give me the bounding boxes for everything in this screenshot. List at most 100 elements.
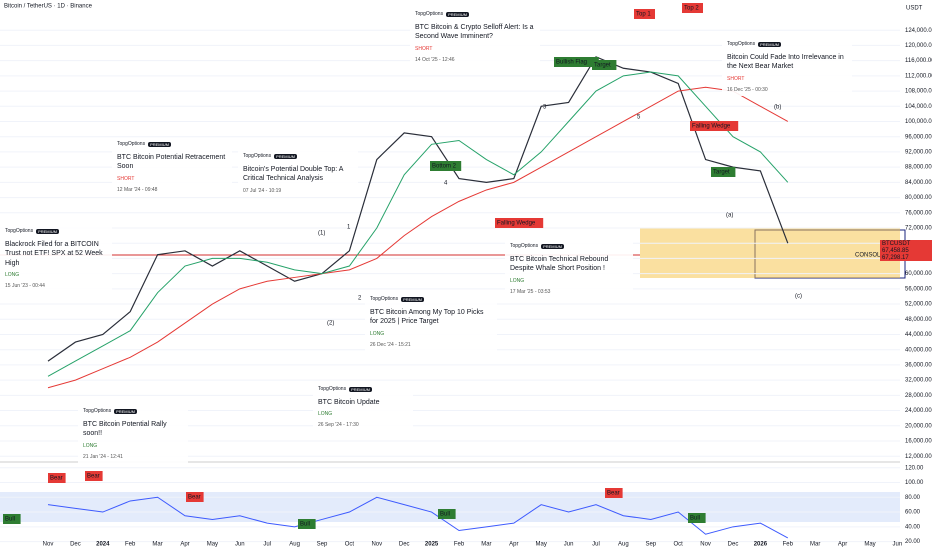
annotation: 4: [444, 181, 448, 187]
idea-card[interactable]: TopgOptions PREMIUM BTC Bitcoin Potential …: [112, 138, 232, 196]
author: TopgOptions: [415, 11, 444, 17]
annotation: (c): [795, 294, 802, 300]
idea-side: SHORT: [117, 175, 135, 182]
badge: PREMIUM: [758, 41, 781, 47]
x-tick-label: 2025: [425, 542, 439, 548]
author-row: TopgOptions PREMIUM: [5, 228, 107, 234]
y-tick-label: 48,000.00: [905, 317, 932, 323]
y-tick-label: 92,000.00: [905, 150, 932, 156]
idea-date: 14 Oct '25 - 12:46: [415, 56, 455, 63]
y-tick-label: 24,000.00: [905, 408, 932, 414]
badge: PREMIUM: [274, 153, 297, 159]
annotation: 3: [543, 105, 547, 111]
x-tick-label: Dec: [399, 542, 410, 548]
annotation: Target: [594, 63, 611, 69]
annotation-box: [554, 57, 599, 67]
x-tick-label: Jun: [893, 542, 903, 548]
x-tick-label: May: [207, 542, 218, 548]
annotation-box: [430, 161, 462, 171]
idea-date: 21 Jan '24 - 12:41: [83, 453, 123, 460]
badge: PREMIUM: [541, 243, 564, 249]
annotation: Bear: [607, 491, 620, 497]
author: TopgOptions: [510, 243, 539, 249]
idea-title: BTC Bitcoin Update: [318, 399, 380, 406]
annotation: Top 1: [636, 12, 651, 18]
price-tag-label: 67,298.17: [882, 255, 909, 261]
annotation-box: [438, 509, 456, 519]
author-row: TopgOptions PREMIUM: [727, 41, 847, 47]
idea-side: LONG: [5, 272, 20, 279]
annotation: Bullish Flag: [556, 60, 587, 66]
x-tick-label: Dec: [728, 542, 739, 548]
author: TopgOptions: [727, 41, 756, 47]
annotation: Top 2: [684, 6, 699, 12]
annotation-box: [682, 3, 703, 13]
idea-title: Bitcoin Could Fade Into Irrelevance in t…: [727, 54, 844, 71]
annotation: (b): [774, 105, 781, 111]
y-tick-label: 20,000.00: [905, 423, 932, 429]
price-tag: [880, 254, 932, 261]
x-tick-label: 2024: [96, 542, 110, 548]
x-tick-label: Feb: [783, 542, 794, 548]
author-row: TopgOptions PREMIUM: [243, 153, 353, 159]
annotation: CONSOLIDATION: [855, 253, 904, 259]
idea-date: 17 Mar '25 - 03:53: [510, 288, 551, 295]
idea-card[interactable]: TopgOptions PREMIUM BTC Bitcoin Among My T…: [365, 293, 497, 351]
author: TopgOptions: [243, 153, 272, 159]
y-tick-label: 80,000.00: [905, 195, 932, 201]
y-tick-label: 112,000.00: [905, 73, 932, 79]
author: TopgOptions: [83, 408, 112, 414]
author-row: TopgOptions PREMIUM: [318, 386, 408, 392]
y2-tick-label: 60.00: [905, 510, 921, 516]
x-tick-label: Apr: [509, 542, 518, 548]
author-row: TopgOptions PREMIUM: [370, 296, 492, 302]
x-tick-label: Feb: [125, 542, 136, 548]
y-tick-label: 56,000.00: [905, 286, 932, 292]
x-tick-label: May: [536, 542, 547, 548]
annotation: Falling Wedge: [497, 221, 536, 227]
idea-card[interactable]: TopgOptions PREMIUM Blackrock Filed for a …: [0, 225, 112, 293]
y-tick-label: 44,000.00: [905, 332, 932, 338]
author-row: TopgOptions PREMIUM: [83, 408, 183, 414]
currency: USDT: [906, 6, 923, 12]
y-tick-label: 84,000.00: [905, 180, 932, 186]
x-tick-label: Jul: [263, 542, 271, 548]
moving-average: [47, 71, 789, 377]
annotation: Bull: [690, 516, 700, 522]
x-tick-label: May: [864, 542, 875, 548]
y2-tick-label: 120.00: [905, 465, 924, 471]
idea-card[interactable]: TopgOptions PREMIUM BTC Bitcoin Technical …: [505, 240, 633, 298]
annotation: Bear: [87, 474, 100, 480]
idea-card[interactable]: TopgOptions PREMIUM BTC Bitcoin Potential …: [78, 405, 188, 463]
y-tick-label: 40,000.00: [905, 347, 932, 353]
annotation: (1): [318, 231, 325, 237]
idea-card[interactable]: TopgOptions PREMIUM BTC Bitcoin & Crypto S…: [410, 8, 540, 66]
idea-title: BTC Bitcoin & Crypto Selloff Alert: Is a…: [415, 24, 534, 41]
idea-card[interactable]: TopgOptions PREMIUM Bitcoin Could Fade Int…: [722, 38, 852, 96]
annotation-box: [186, 492, 204, 502]
y-tick-label: 104,000.00: [905, 104, 932, 110]
badge: PREMIUM: [114, 408, 137, 414]
moving-average: [47, 86, 789, 389]
idea-side: LONG: [83, 442, 98, 449]
x-tick-label: Mar: [810, 542, 820, 548]
price-tag: [880, 247, 932, 254]
price-tag-label: 67,458.85: [882, 248, 909, 254]
idea-card[interactable]: TopgOptions PREMIUM BTC Bitcoin Update LONG…: [313, 383, 413, 432]
idea-title: BTC Bitcoin Potential Retracement Soon: [117, 154, 226, 171]
annotation: 1: [347, 225, 351, 231]
annotation: Bottom 2: [432, 164, 457, 170]
author: TopgOptions: [370, 296, 399, 302]
idea-card[interactable]: TopgOptions PREMIUM Bitcoin's Potential Do…: [238, 150, 358, 197]
annotation: Falling Wedge: [692, 124, 731, 130]
x-tick-label: Oct: [674, 542, 684, 548]
badge: PREMIUM: [401, 296, 424, 302]
annotation: 5: [637, 115, 641, 121]
badge: PREMIUM: [36, 228, 59, 234]
author-row: TopgOptions PREMIUM: [117, 141, 227, 147]
annotation-box: [3, 514, 21, 524]
y-tick-label: 120,000.00: [905, 43, 932, 49]
x-tick-label: Apr: [838, 542, 847, 548]
y-tick-label: 96,000.00: [905, 134, 932, 140]
y-tick-label: 124,000.00: [905, 28, 932, 34]
